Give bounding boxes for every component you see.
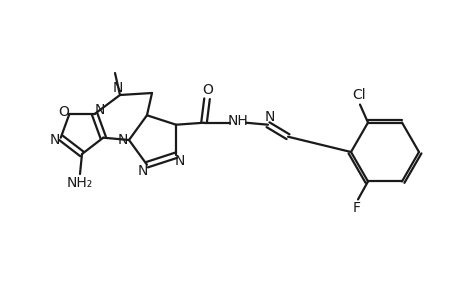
Text: N: N (50, 133, 60, 147)
Text: N: N (174, 154, 185, 168)
Text: NH₂: NH₂ (67, 176, 93, 190)
Text: N: N (112, 81, 123, 95)
Text: Cl: Cl (352, 88, 365, 102)
Text: NH: NH (227, 114, 248, 128)
Text: N: N (94, 103, 105, 117)
Text: F: F (352, 201, 360, 215)
Text: N: N (138, 164, 148, 178)
Text: N: N (264, 110, 274, 124)
Text: O: O (202, 83, 213, 97)
Text: O: O (58, 105, 69, 119)
Text: N: N (118, 133, 128, 147)
